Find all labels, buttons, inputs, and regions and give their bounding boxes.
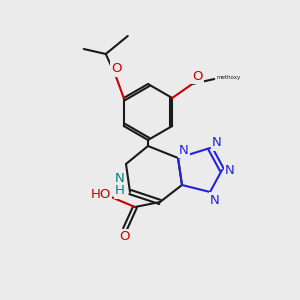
Text: methoxy: methoxy (216, 74, 240, 80)
Text: O: O (192, 70, 202, 83)
Text: HO: HO (91, 188, 111, 200)
Text: O: O (120, 230, 130, 244)
Text: O: O (112, 62, 122, 76)
Text: H: H (115, 184, 125, 197)
Text: N: N (210, 194, 220, 206)
Text: N: N (115, 172, 125, 185)
Text: N: N (212, 136, 222, 149)
Text: N: N (179, 143, 189, 157)
Text: N: N (225, 164, 235, 176)
